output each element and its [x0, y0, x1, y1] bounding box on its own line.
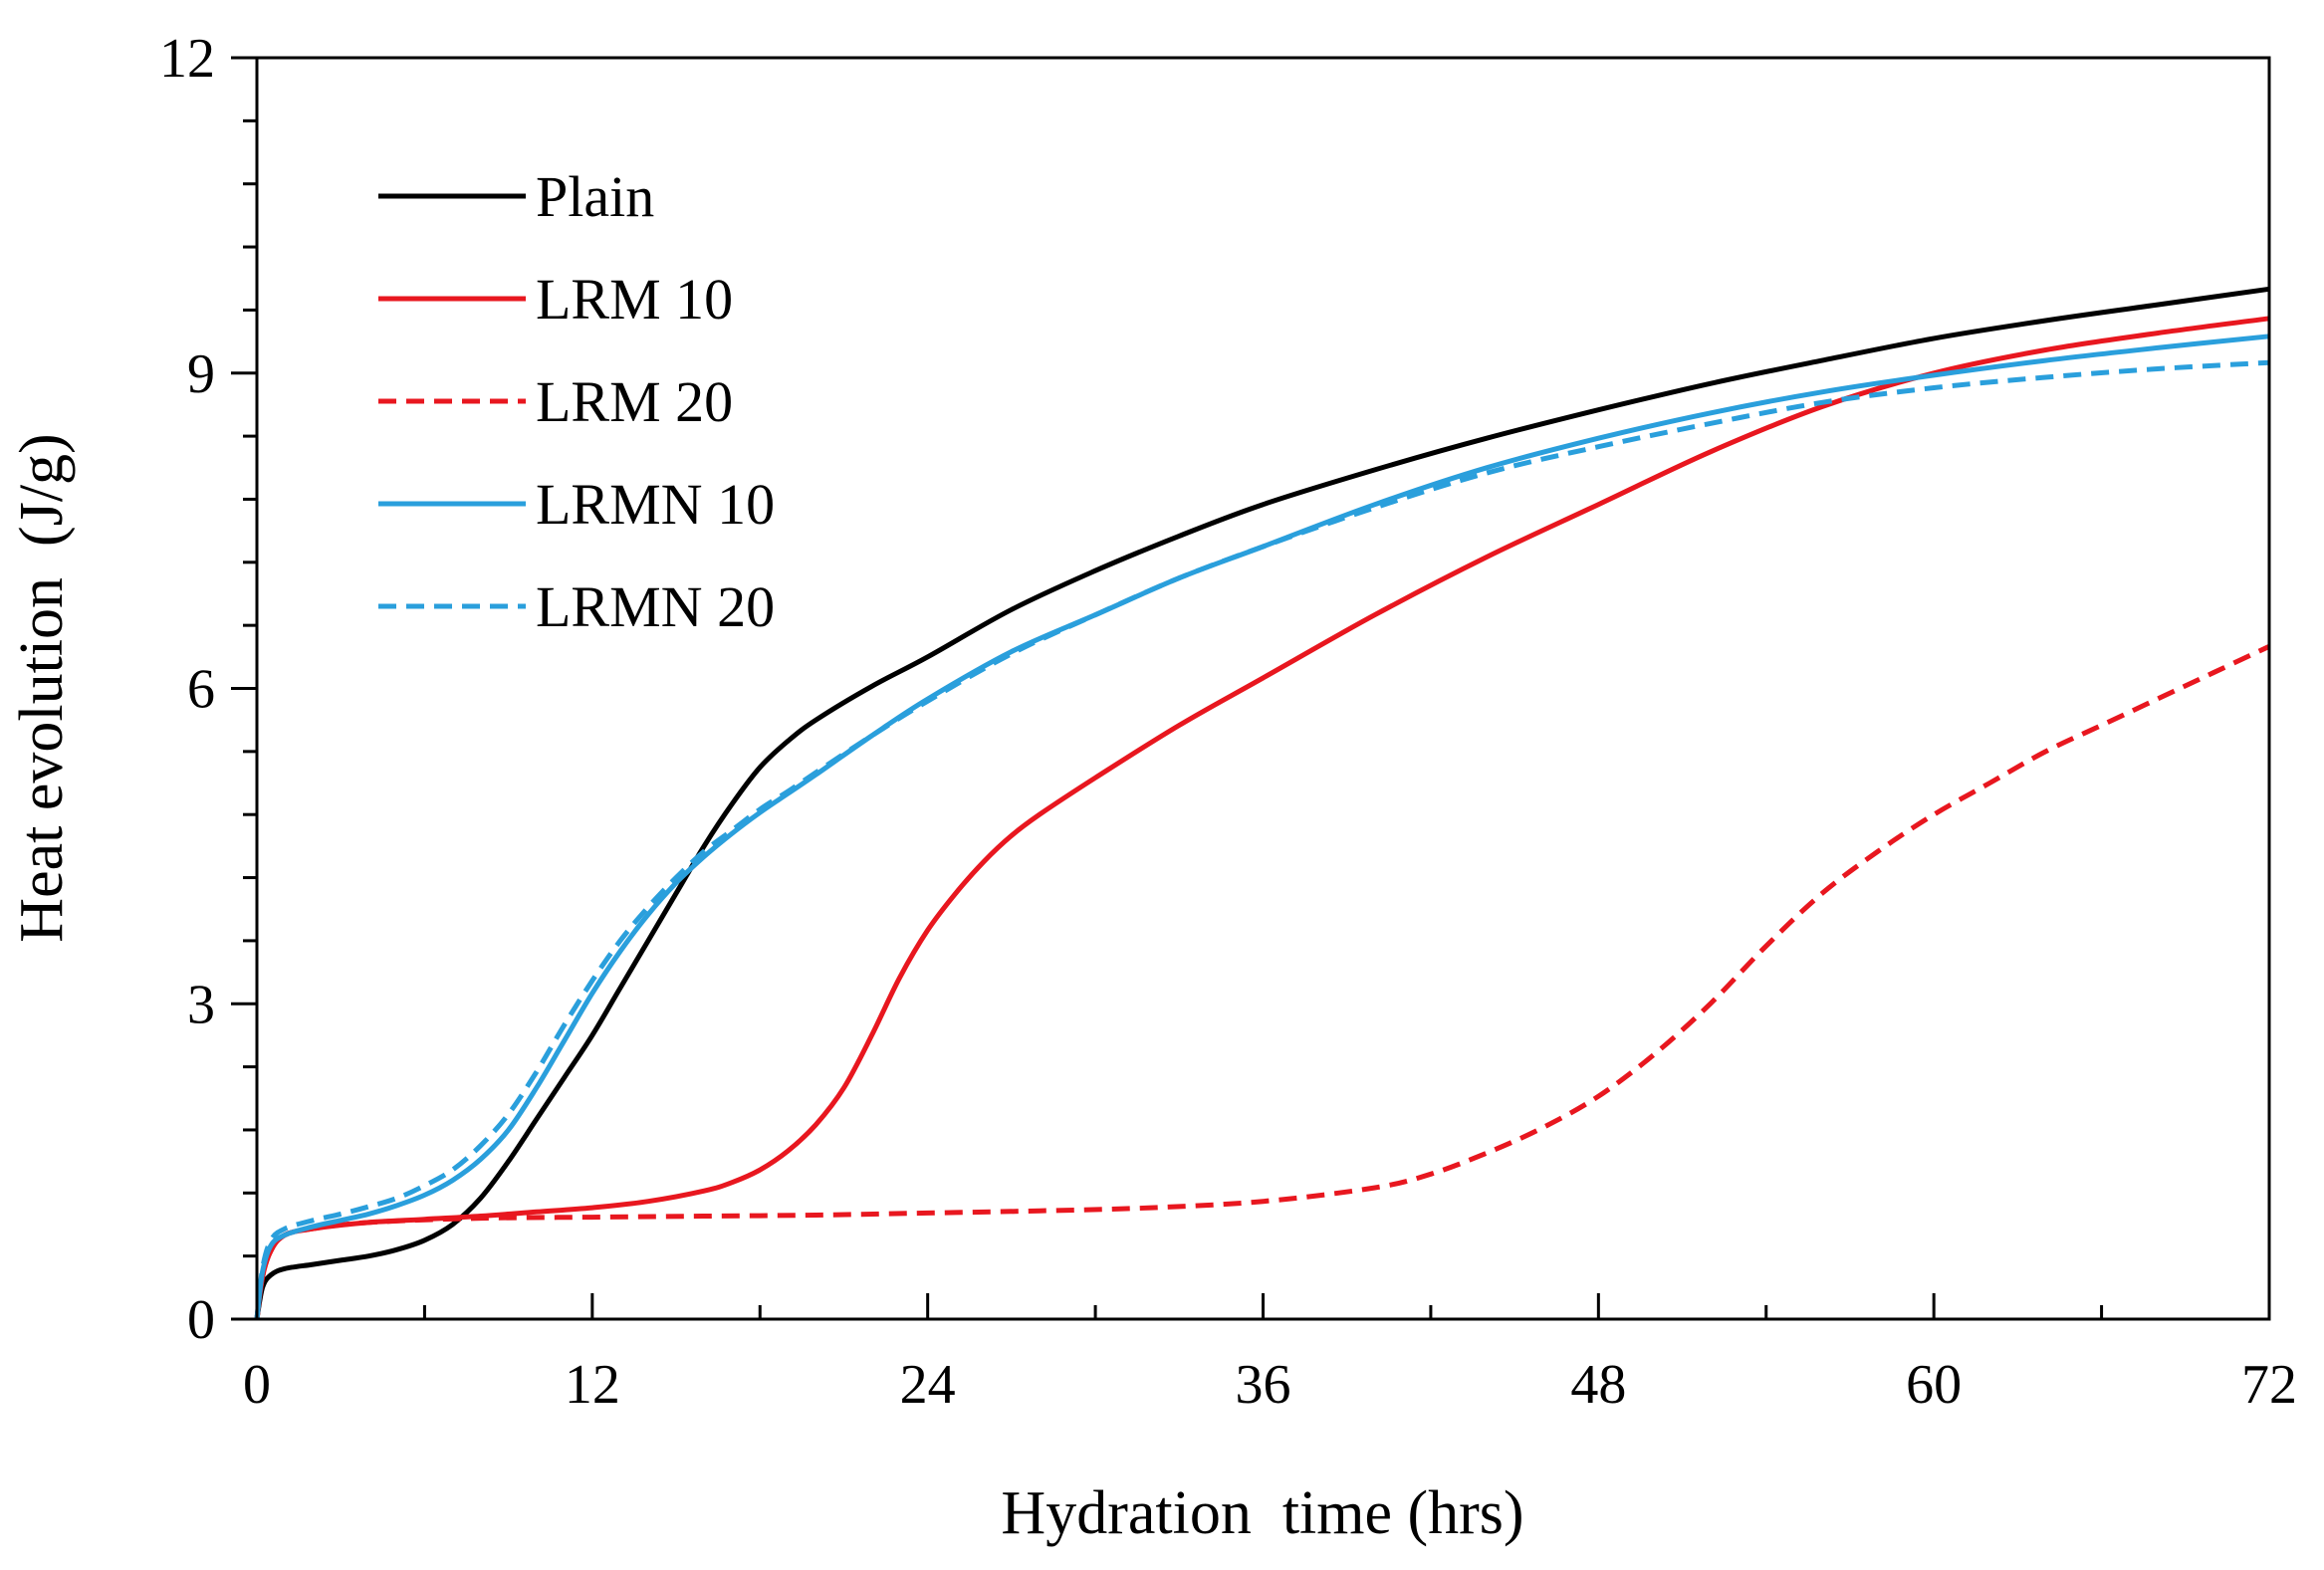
x-tick-label: 12 [565, 1354, 620, 1416]
legend-label: LRM 10 [536, 267, 733, 332]
x-axis-title: Hydration time (hrs) [1001, 1479, 1523, 1547]
series-line-5 [254, 359, 2270, 1320]
y-tick-label: 3 [187, 974, 215, 1035]
series-line-3 [254, 644, 2271, 1320]
x-tick-label: 36 [1236, 1354, 1291, 1416]
legend-label: LRMN 20 [536, 574, 775, 639]
series-line-2 [254, 316, 2270, 1320]
series-line-1 [254, 286, 2270, 1320]
legend: Plain LRM 10 LRM 20 LRMN 10 LRMN 20 [378, 164, 775, 639]
legend-label: LRM 20 [536, 369, 733, 434]
y-tick-label: 9 [187, 343, 215, 405]
y-tick-label: 6 [187, 659, 215, 721]
plot-frame [255, 56, 2271, 1321]
x-tick-label: 48 [1570, 1354, 1626, 1416]
series-layer [254, 286, 2271, 1320]
y-tick-label: 12 [159, 28, 215, 90]
x-tick-label: 60 [1906, 1354, 1962, 1416]
y-axis-title: Heat evolution (J/g) [8, 433, 76, 942]
x-tick-label: 24 [900, 1354, 956, 1416]
legend-label: Plain [536, 164, 654, 229]
x-tick-label: 72 [2241, 1354, 2297, 1416]
legend-label: LRMN 10 [536, 472, 775, 537]
x-tick-label: 0 [243, 1354, 271, 1416]
y-tick-label: 0 [187, 1289, 215, 1351]
